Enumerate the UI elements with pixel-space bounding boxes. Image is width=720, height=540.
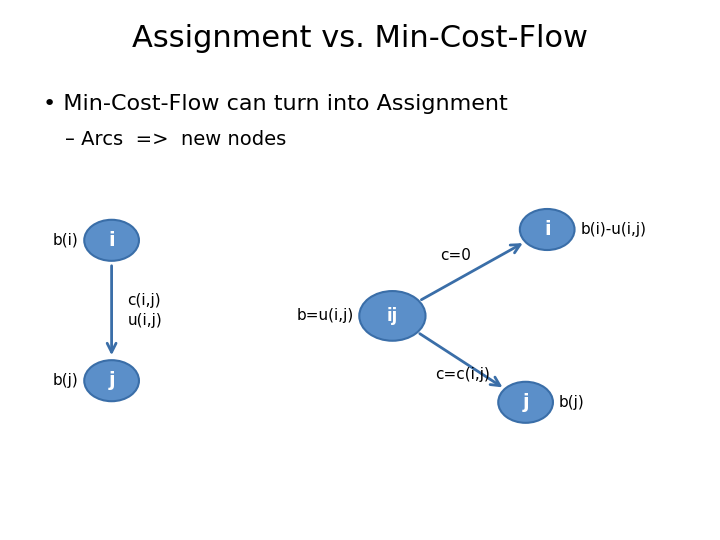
Text: c(i,j)
u(i,j): c(i,j) u(i,j) [127, 293, 162, 328]
Circle shape [359, 291, 426, 341]
Text: i: i [544, 220, 551, 239]
Text: c=0: c=0 [440, 248, 471, 263]
Text: j: j [108, 371, 115, 390]
Circle shape [498, 382, 553, 423]
Text: b(i): b(i) [53, 233, 78, 248]
Text: ij: ij [387, 307, 398, 325]
Text: i: i [108, 231, 115, 250]
Text: – Arcs  =>  new nodes: – Arcs => new nodes [65, 130, 286, 148]
Text: • Min-Cost-Flow can turn into Assignment: • Min-Cost-Flow can turn into Assignment [43, 94, 508, 114]
Text: b(j): b(j) [53, 373, 78, 388]
Text: b=u(i,j): b=u(i,j) [296, 308, 354, 323]
Text: b(i)-u(i,j): b(i)-u(i,j) [580, 222, 647, 237]
Circle shape [520, 209, 575, 250]
Text: c=c(i,j): c=c(i,j) [435, 367, 490, 382]
Text: b(j): b(j) [559, 395, 585, 410]
Circle shape [84, 360, 139, 401]
Text: j: j [522, 393, 529, 412]
Circle shape [84, 220, 139, 261]
Text: Assignment vs. Min-Cost-Flow: Assignment vs. Min-Cost-Flow [132, 24, 588, 53]
